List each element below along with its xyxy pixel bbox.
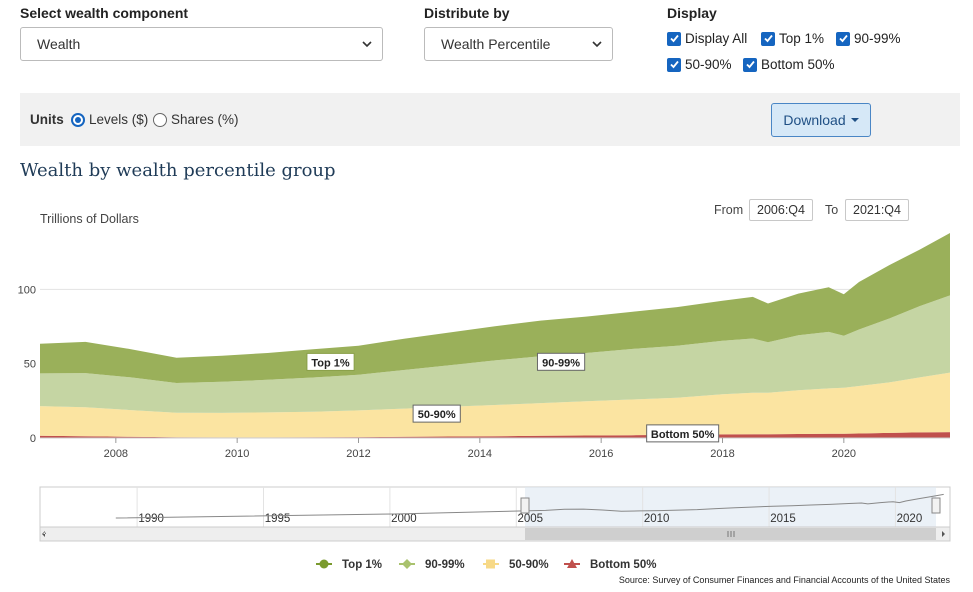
units-bar: Units Levels ($) Shares (%) Download	[20, 93, 960, 146]
legend-label[interactable]: 50-90%	[509, 559, 549, 571]
checkmark-icon	[667, 31, 681, 46]
distribute-select[interactable]: Wealth Percentile	[424, 27, 613, 61]
annotation-label: Top 1%	[311, 357, 350, 369]
navigator-tick-label: 2015	[770, 513, 796, 525]
scroll-right-icon[interactable]	[942, 531, 945, 537]
legend-triangle-icon	[567, 559, 577, 568]
annotation-box	[412, 404, 461, 423]
navigator[interactable]: 1990 1995 2000 2005 2010 2015 2020	[39, 486, 951, 542]
navigator-series-line	[115, 493, 944, 519]
source-note: Source: Survey of Consumer Finances and …	[619, 575, 951, 585]
legend-label[interactable]: Bottom 50%	[590, 559, 656, 571]
y-axis-label: Trillions of Dollars	[40, 212, 139, 226]
x-tick-label: 2016	[589, 448, 613, 460]
display-label: Display	[667, 5, 717, 21]
navigator-scrollbar[interactable]	[39, 526, 951, 542]
chart-title: Wealth by wealth percentile group	[20, 160, 336, 181]
component-select[interactable]: Wealth	[20, 27, 383, 61]
legend-circle-icon	[319, 559, 329, 569]
checkbox-label: 50-90%	[685, 57, 732, 72]
radio-levels[interactable]: Levels ($)	[71, 112, 148, 127]
annotation-box	[306, 352, 355, 371]
area-50-90-	[40, 372, 950, 438]
area-top-1-	[40, 233, 950, 383]
radio-label: Levels ($)	[89, 112, 149, 127]
navigator-right-handle[interactable]	[931, 497, 941, 514]
checkmark-icon	[743, 57, 757, 72]
units-label: Units	[30, 112, 64, 127]
navigator-scrollbar-thumb[interactable]	[525, 528, 936, 540]
range-to-label: To	[825, 203, 839, 217]
download-button[interactable]: Download	[771, 103, 871, 137]
navigator-selection[interactable]	[525, 487, 936, 527]
y-tick-label: 0	[30, 433, 36, 445]
radio-label: Shares (%)	[171, 112, 239, 127]
area-bottom-50-	[40, 432, 950, 438]
legend-label[interactable]: 90-99%	[425, 559, 465, 571]
y-tick-label: 50	[24, 359, 36, 371]
x-tick-label: 2014	[468, 448, 492, 460]
checkbox-50-90[interactable]: 50-90%	[667, 57, 732, 72]
legend: Top 1% 90-99% 50-90% Bottom 50%	[316, 559, 656, 571]
component-label: Select wealth component	[20, 5, 189, 21]
area-90-99-	[40, 295, 950, 413]
checkmark-icon	[836, 31, 850, 46]
annotation-box	[536, 352, 586, 371]
distribute-select-value: Wealth Percentile	[441, 36, 551, 52]
distribute-label: Distribute by	[424, 5, 510, 21]
range-from-label: From	[714, 203, 744, 217]
radio-unselected-icon	[153, 112, 167, 127]
x-tick-label: 2008	[104, 448, 128, 460]
radio-selected-icon	[71, 112, 85, 127]
navigator-tick-label: 2010	[644, 513, 670, 525]
grip-icon	[727, 531, 735, 537]
checkmark-icon	[761, 31, 775, 46]
annotation-label: 90-99%	[542, 357, 580, 369]
legend-label[interactable]: Top 1%	[342, 559, 382, 571]
x-tick-label: 2018	[710, 448, 734, 460]
chevron-down-icon	[362, 41, 372, 48]
checkbox-label: 90-99%	[854, 31, 901, 46]
scroll-left-icon[interactable]	[42, 531, 46, 537]
x-tick-label: 2010	[225, 448, 249, 460]
navigator-tick-label: 2000	[391, 513, 417, 525]
checkbox-90-99[interactable]: 90-99%	[836, 31, 901, 46]
checkbox-top-1[interactable]: Top 1%	[761, 31, 824, 46]
component-select-value: Wealth	[37, 36, 81, 52]
navigator-tick-label: 1995	[265, 513, 291, 525]
x-tick-label: 2012	[346, 448, 370, 460]
checkbox-label: Bottom 50%	[761, 57, 835, 72]
caret-down-icon	[850, 118, 859, 122]
annotation-label: 50-90%	[418, 409, 456, 421]
range-from-input[interactable]: 2006:Q4	[749, 199, 813, 221]
checkbox-label: Display All	[685, 31, 748, 46]
navigator-tick-label: 1990	[138, 513, 164, 525]
y-tick-label: 100	[18, 284, 36, 296]
x-tick-label: 2020	[832, 448, 856, 460]
annotation-box	[646, 424, 720, 443]
range-to-input[interactable]: 2021:Q4	[845, 199, 909, 221]
legend-square-icon	[486, 559, 495, 569]
checkbox-display-all[interactable]: Display All	[667, 31, 747, 46]
chevron-down-icon	[592, 41, 602, 48]
navigator-left-handle[interactable]	[520, 497, 530, 514]
radio-shares[interactable]: Shares (%)	[153, 112, 239, 127]
checkmark-icon	[667, 57, 681, 72]
navigator-tick-label: 2020	[897, 513, 923, 525]
checkbox-bottom-50[interactable]: Bottom 50%	[743, 57, 835, 72]
download-label: Download	[783, 112, 846, 128]
navigator-tick-label: 2005	[517, 513, 543, 525]
annotation-label: Bottom 50%	[651, 429, 715, 441]
legend-diamond-icon	[402, 559, 412, 569]
checkbox-label: Top 1%	[779, 31, 825, 46]
